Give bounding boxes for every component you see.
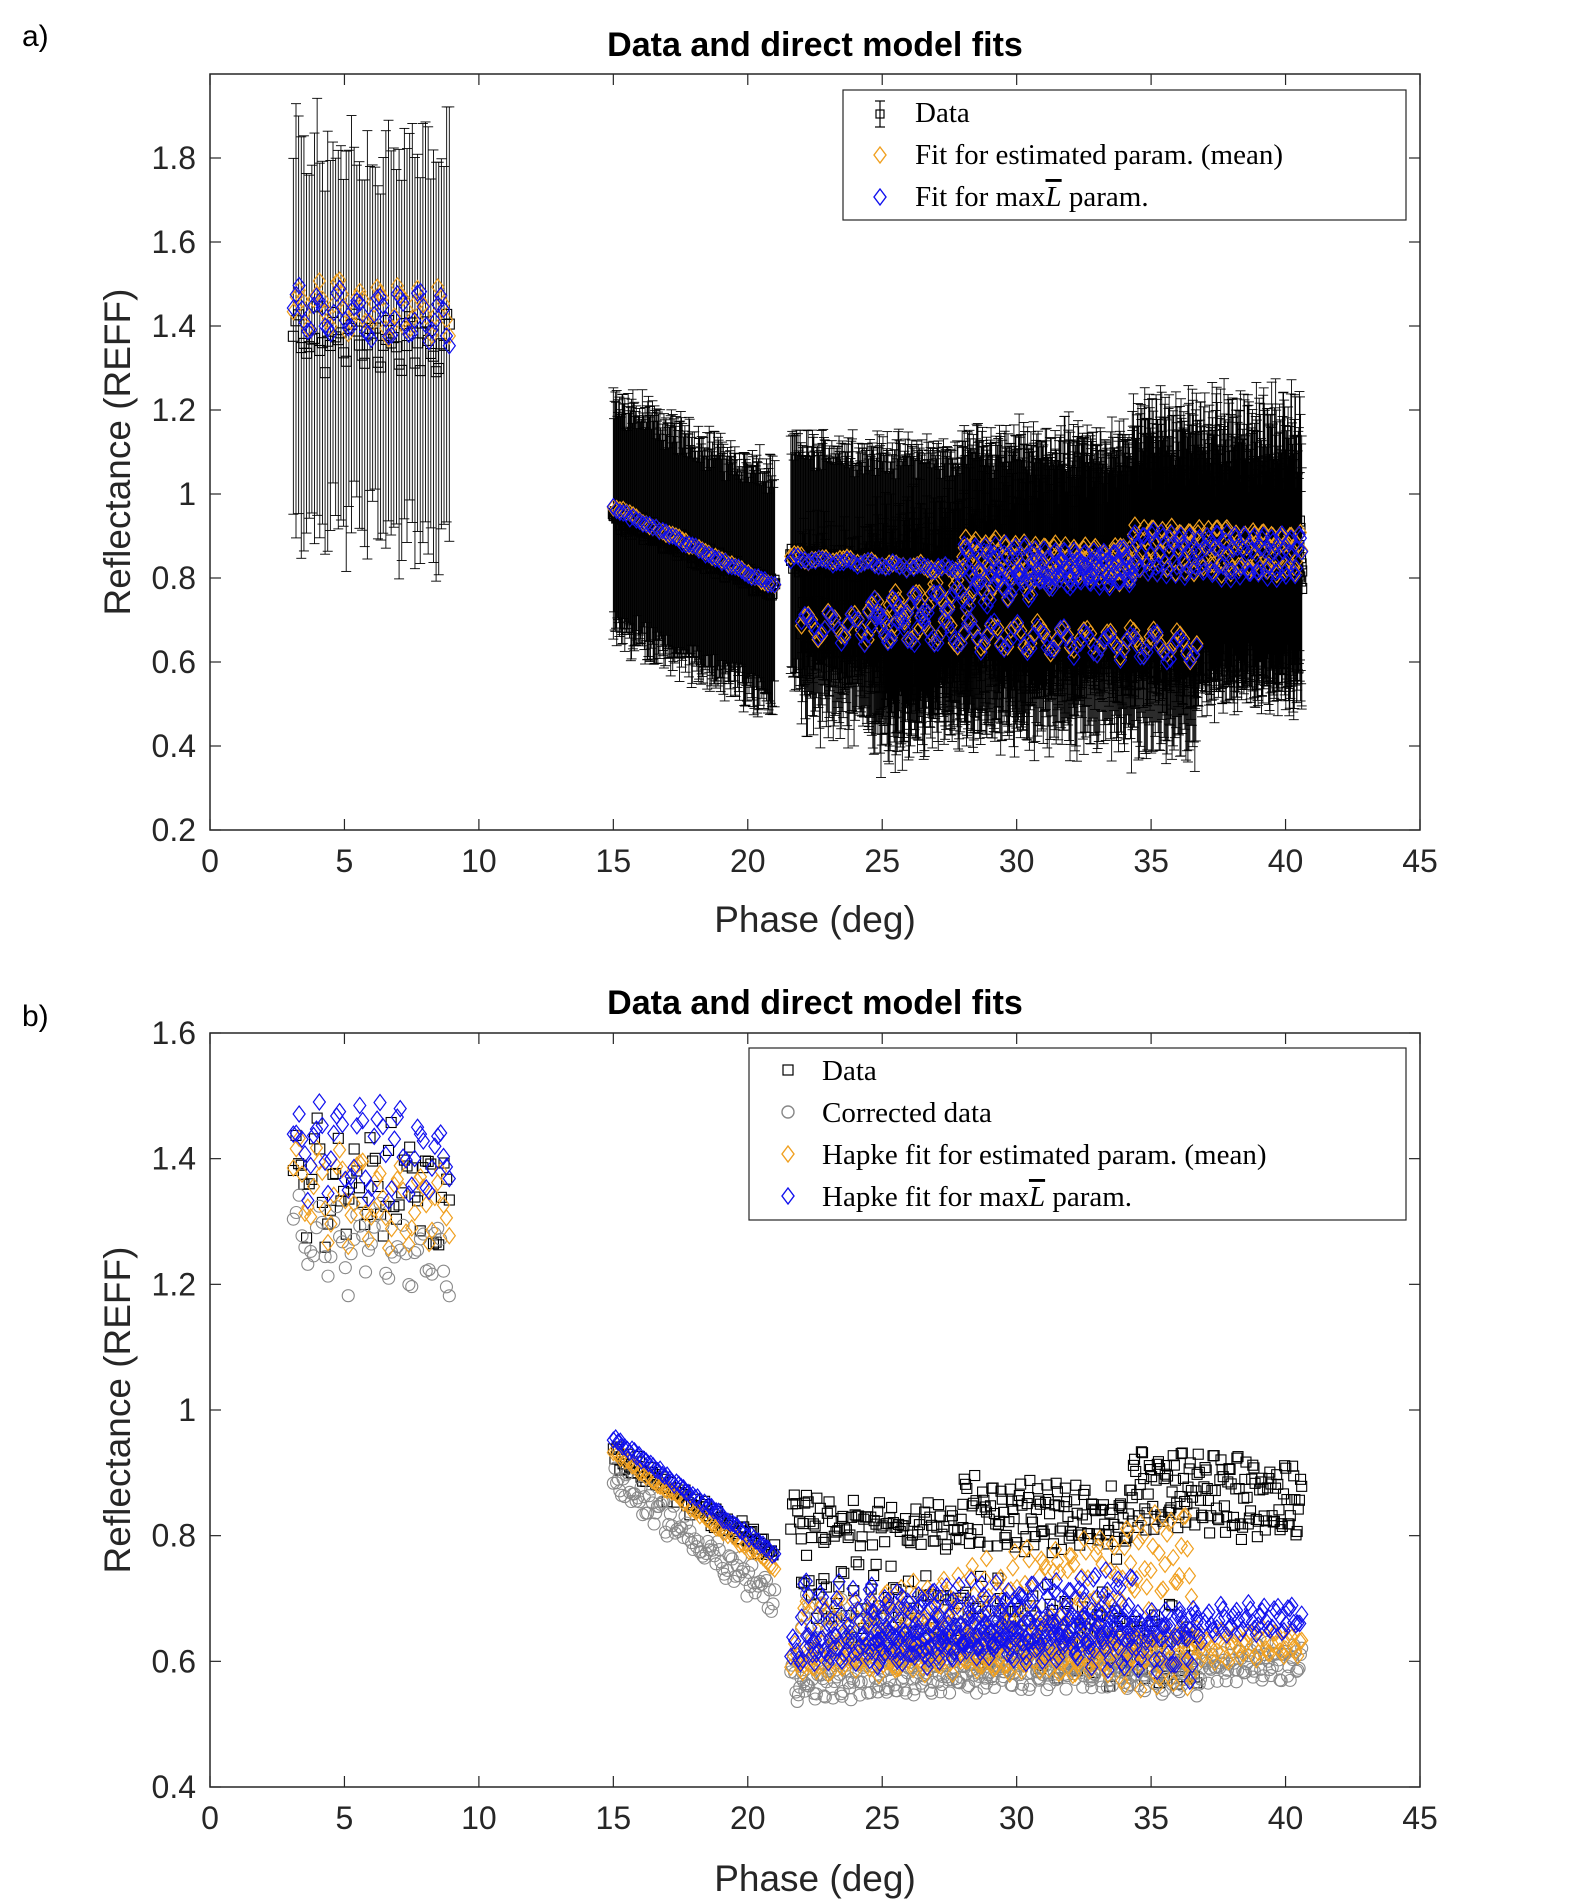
chart-title-a: Data and direct model fits xyxy=(607,26,1023,64)
panel-letter-a: a) xyxy=(22,20,49,53)
panel-a: a) Data and direct model fits 0 5 10 15 20 25… xyxy=(22,20,1438,940)
data-marks-a xyxy=(286,97,1309,778)
